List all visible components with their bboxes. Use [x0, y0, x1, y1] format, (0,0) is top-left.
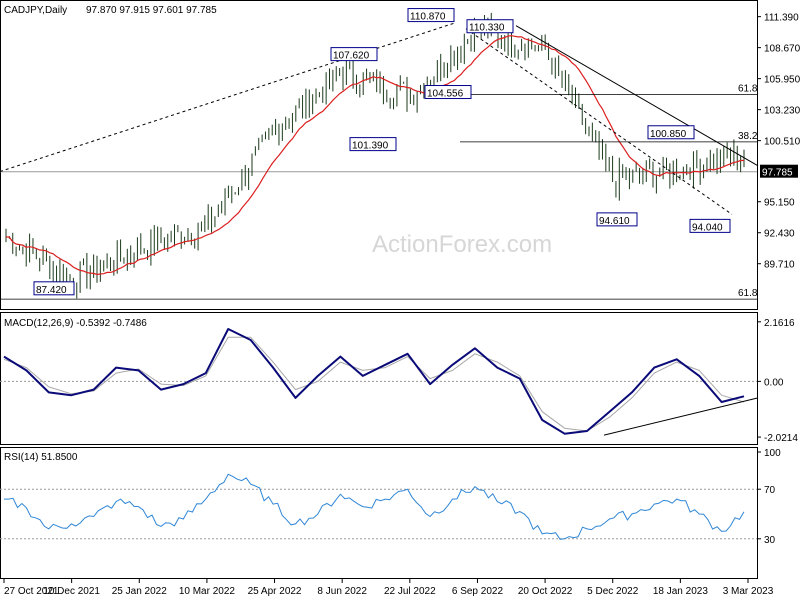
- price-tick-label: 105.950: [764, 75, 800, 86]
- rsi-tick-label: 100: [764, 448, 781, 459]
- level-label-box: [407, 8, 455, 23]
- trendline-dashed-down: [465, 28, 733, 215]
- price-tick-label: 103.230: [764, 106, 800, 117]
- rsi-panel: RSI(14) 51.8500 100 70 30: [0, 447, 781, 579]
- current-price-tag: [760, 164, 798, 178]
- level-label-box: [596, 212, 638, 227]
- x-tick-label: 10 Mar 2022: [179, 586, 236, 597]
- price-tick-label: 95.150: [764, 198, 795, 209]
- price-tick-label: 111.390: [764, 13, 799, 24]
- macd-signal-line: [3, 336, 745, 432]
- rsi-title: RSI(14) 51.8500: [4, 452, 78, 463]
- level-label-box: [349, 137, 397, 152]
- level-label: 87.420: [36, 285, 67, 296]
- level-label-box: [33, 281, 75, 296]
- chart-header-symbol: CADJPY,Daily: [4, 5, 67, 16]
- x-tick-label: 10 Dec 2021: [43, 586, 100, 597]
- watermark: ActionForex.com: [372, 231, 552, 258]
- level-label: 94.610: [599, 216, 630, 227]
- x-tick-label: 6 Sep 2022: [452, 586, 504, 597]
- price-tick-label: 100.510: [764, 137, 800, 148]
- rsi-tick-label: 70: [764, 485, 776, 496]
- x-tick-label: 22 Jul 2022: [384, 586, 436, 597]
- macd-tick-label: 0.00: [764, 377, 784, 388]
- level-label-box: [466, 19, 514, 34]
- level-label-box: [689, 218, 731, 233]
- price-tick-label: 108.670: [764, 44, 800, 55]
- macd-title: MACD(12,26,9) -0.5392 -0.7486: [4, 318, 147, 329]
- level-label-box: [647, 125, 695, 140]
- x-tick-label: 25 Apr 2022: [248, 586, 302, 597]
- level-label: 104.556: [427, 89, 464, 100]
- level-label-box: [330, 47, 378, 62]
- level-label-box: [424, 85, 472, 100]
- macd-panel-frame: [0, 312, 758, 445]
- rsi-tick-label: 30: [764, 535, 776, 546]
- x-tick-label: 5 Dec 2022: [587, 586, 639, 597]
- level-label: 101.390: [352, 141, 389, 152]
- x-tick-label: 8 Jun 2022: [317, 586, 367, 597]
- x-tick-label: 25 Jan 2022: [112, 586, 167, 597]
- price-tick-label: 92.430: [764, 229, 795, 240]
- level-label: 100.850: [650, 129, 687, 140]
- x-tick-label: 27 Oct 2021: [4, 586, 59, 597]
- price-panel-frame: [0, 0, 758, 310]
- price-panel: CADJPY,Daily 97.870 97.915 97.601 97.785…: [0, 0, 800, 310]
- x-tick-label: 3 Mar 2023: [723, 586, 774, 597]
- level-label: 110.330: [469, 23, 505, 34]
- level-label: 94.040: [692, 222, 723, 233]
- macd-tick-label: -2.0214: [764, 433, 798, 444]
- fib-level-label: 38.2: [738, 131, 758, 142]
- macd-line: [3, 328, 745, 435]
- level-label: 107.620: [333, 51, 370, 62]
- macd-panel: MACD(12,26,9) -0.5392 -0.7486 2.1616 0.00…: [0, 312, 798, 445]
- moving-average-line: [5, 35, 745, 276]
- macd-trendline: [603, 397, 759, 436]
- x-tick-label: 20 Oct 2022: [518, 586, 573, 597]
- chart-header-ohlc: 97.870 97.915 97.601 97.785: [86, 5, 217, 16]
- x-tick-label: 18 Jan 2023: [653, 586, 708, 597]
- trendline-dashed-up: [0, 22, 457, 172]
- rsi-line: [4, 473, 745, 540]
- fib-level-label: 61.8: [738, 288, 758, 299]
- current-price-label: 97.785: [762, 168, 793, 179]
- rsi-panel-frame: [0, 447, 758, 579]
- trendline-resistance: [515, 25, 759, 167]
- macd-tick-label: 2.1616: [764, 318, 795, 329]
- price-tick-label: 89.710: [764, 260, 795, 271]
- level-label: 110.870: [410, 12, 446, 23]
- fib-level-label: 61.8: [738, 84, 758, 95]
